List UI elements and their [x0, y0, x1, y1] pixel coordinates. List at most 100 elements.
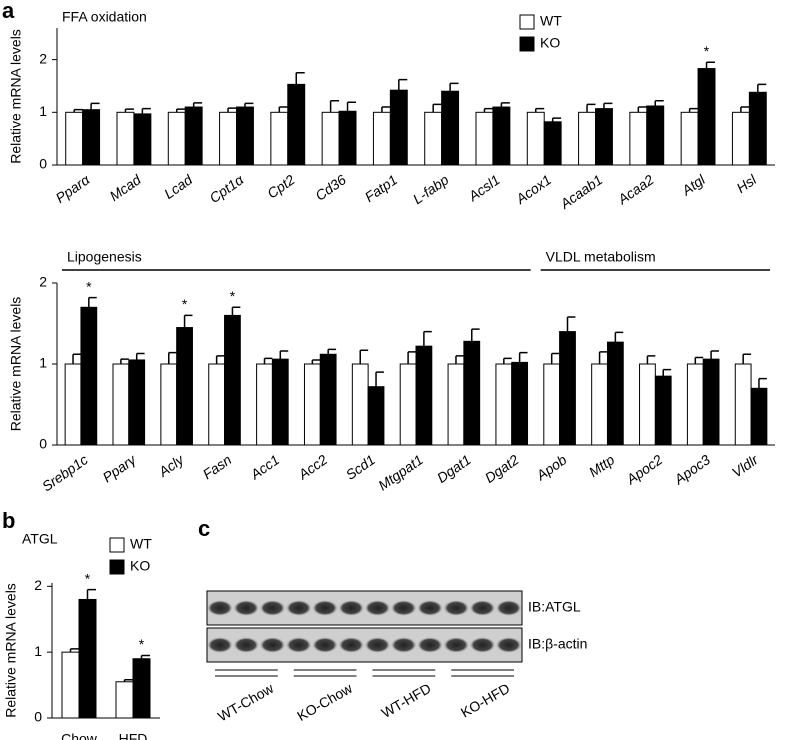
bar: [351, 363, 369, 446]
legend-label: KO: [130, 558, 150, 574]
bar: [578, 111, 597, 166]
x-tick-label: Cd36: [312, 171, 349, 203]
x-tick-label: Acc2: [295, 451, 331, 483]
error-bar: [359, 349, 369, 364]
legend-label: WT: [130, 536, 152, 552]
error-bar: [654, 99, 664, 106]
error-bar: [551, 117, 562, 122]
blot-row-label: IB:ATGL: [528, 599, 581, 615]
error-bar: [346, 101, 356, 112]
significance: *: [704, 43, 710, 59]
error-bar: [598, 351, 608, 364]
error-bar: [327, 348, 337, 355]
bar: [321, 111, 340, 166]
error-bar: [662, 368, 672, 377]
x-tick-label: Cpt2: [264, 171, 298, 201]
x-tick-label: Dgat1: [434, 451, 474, 486]
bar: [78, 598, 97, 719]
bar: [559, 331, 576, 446]
bar: [80, 306, 98, 446]
bar: [160, 363, 178, 446]
x-tick-label: Pparγ: [100, 451, 140, 486]
bar: [64, 363, 82, 446]
bar: [702, 358, 720, 446]
x-tick-label: Chow: [61, 731, 98, 740]
bar: [65, 111, 84, 166]
x-tick-label: Apoc3: [671, 451, 714, 488]
bar: [492, 106, 511, 166]
bar: [319, 353, 337, 446]
error-bar: [757, 83, 767, 93]
error-bar: [637, 106, 647, 113]
y-tick-label: 2: [39, 50, 47, 66]
legend-swatch: [109, 537, 125, 553]
bar: [61, 651, 80, 719]
bar: [224, 314, 241, 446]
error-bar: [646, 355, 656, 364]
bar: [447, 363, 465, 446]
x-tick-label: Atgl: [678, 171, 708, 199]
y-axis-label: Relative mRNA levels: [3, 583, 19, 718]
bar: [629, 111, 648, 166]
x-tick-label: Acaa2: [614, 171, 657, 208]
bar: [441, 90, 460, 166]
blot-row-label: IB:β-actin: [528, 636, 587, 652]
error-bar: [215, 355, 225, 364]
error-bar: [705, 61, 715, 69]
bar: [475, 111, 494, 166]
bar: [133, 113, 152, 166]
bar: [256, 363, 273, 446]
x-tick-label: Mcad: [107, 171, 145, 204]
error-bar: [141, 107, 151, 114]
error-bar: [455, 355, 464, 364]
x-tick-label: Mttp: [586, 451, 618, 480]
bar: [526, 111, 545, 166]
blot-bands: [208, 592, 521, 624]
error-bar: [311, 359, 321, 364]
lane-label: KO-Chow: [294, 680, 355, 725]
bar: [654, 375, 672, 446]
bar: [115, 681, 134, 719]
error-bar: [550, 352, 560, 364]
y-tick-label: 0: [34, 709, 42, 725]
error-bar: [518, 351, 528, 363]
bar: [748, 91, 767, 166]
bar: [270, 111, 289, 166]
y-axis-label: Relative mRNA levels: [8, 297, 24, 432]
bar: [82, 109, 101, 166]
y-tick-label: 0: [39, 156, 47, 172]
error-bar: [586, 103, 596, 113]
significance: *: [85, 570, 91, 586]
error-bar: [329, 99, 340, 113]
x-tick-label: Acsl1: [465, 171, 503, 204]
error-bar: [278, 106, 288, 113]
error-bar: [140, 654, 150, 659]
bar: [606, 341, 624, 446]
error-bar: [120, 358, 129, 364]
bar: [176, 327, 193, 446]
x-tick-label: Scd1: [343, 451, 378, 482]
panel-label: b: [2, 508, 15, 533]
bar: [112, 363, 130, 446]
bar: [184, 106, 203, 166]
x-tick-label: Cpt1α: [206, 171, 247, 206]
error-bar: [483, 107, 493, 113]
x-tick-label: Dgat2: [482, 451, 522, 486]
x-tick-label: Acox1: [512, 171, 554, 207]
error-bar: [263, 357, 273, 364]
bar: [591, 363, 608, 446]
error-bar: [231, 306, 241, 316]
error-bar: [86, 588, 96, 600]
bar: [208, 363, 226, 446]
bar: [463, 340, 481, 446]
bar: [132, 658, 151, 719]
legend-label: KO: [540, 35, 560, 51]
error-bar: [73, 108, 83, 113]
chart-title: FFA oxidation: [62, 9, 147, 25]
bar: [372, 111, 391, 166]
error-bar: [742, 353, 752, 364]
error-bar: [176, 108, 186, 113]
bar: [399, 363, 417, 446]
x-tick-label: Srebp1c: [39, 451, 91, 494]
